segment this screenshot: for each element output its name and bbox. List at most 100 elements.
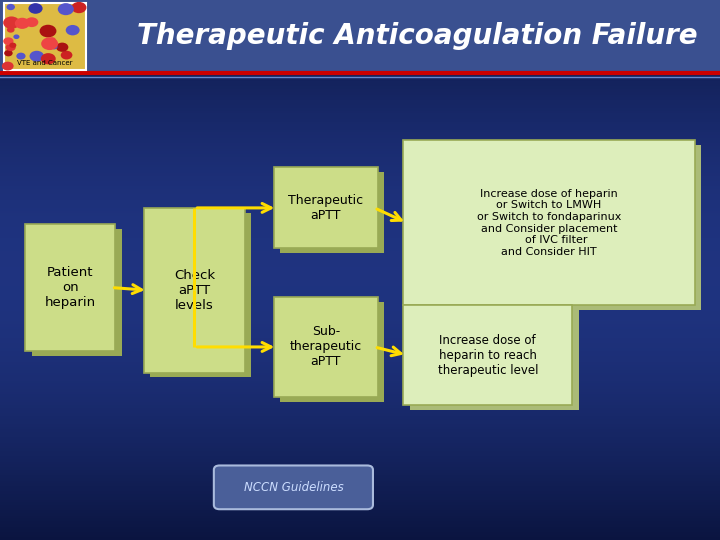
Bar [0,97,720,100]
Bar [0,364,720,367]
Bar [0,157,720,159]
Circle shape [56,43,68,52]
Bar [0,24,720,27]
Bar [0,140,720,143]
Circle shape [15,18,30,29]
Bar [0,43,720,46]
Bar [0,427,720,429]
Circle shape [6,4,15,10]
Bar [0,513,720,516]
Circle shape [6,43,16,51]
Bar [0,235,720,238]
Bar [0,0,720,3]
Bar [0,462,720,464]
Bar [0,429,720,432]
Bar [0,464,720,467]
Bar [0,86,720,89]
Circle shape [41,53,55,64]
Bar [0,132,720,135]
Circle shape [14,35,19,39]
Bar [0,265,720,267]
Bar [0,440,720,443]
Bar [0,335,720,338]
Bar [0,481,720,483]
Bar [0,454,720,456]
Bar [0,537,720,540]
Bar [0,230,720,232]
Bar [0,289,720,292]
Bar [0,200,720,202]
Bar [0,32,720,35]
Bar [0,489,720,491]
Bar [0,59,720,62]
Bar [0,346,720,348]
Circle shape [9,43,17,48]
Circle shape [60,51,73,59]
Bar [0,435,720,437]
Bar [0,227,720,229]
Bar [0,100,720,103]
Bar [0,521,720,524]
Bar [0,248,720,251]
Bar [0,424,720,427]
Bar [0,529,720,532]
Bar [0,146,720,148]
Bar [0,491,720,494]
Bar [0,208,720,211]
Bar [0,124,720,127]
Bar [0,213,720,216]
FancyBboxPatch shape [32,229,122,356]
Bar [0,159,720,162]
Bar [0,486,720,489]
Bar [0,238,720,240]
Bar [0,219,720,221]
Bar [0,370,720,373]
Bar [0,105,720,108]
Bar [0,402,720,405]
Bar [0,432,720,435]
Bar [0,119,720,122]
Circle shape [3,37,14,45]
Bar [0,405,720,408]
Bar [0,451,720,454]
Bar [0,162,720,165]
Circle shape [2,62,14,71]
Bar [0,62,720,65]
Bar [0,38,720,40]
Bar [0,518,720,521]
Circle shape [25,17,38,27]
Bar [0,505,720,508]
Bar [0,57,720,59]
Bar [0,46,720,49]
FancyBboxPatch shape [280,172,384,253]
Bar [0,413,720,416]
Bar [0,202,720,205]
Bar [0,78,720,81]
Circle shape [66,25,80,36]
Bar [0,319,720,321]
Bar [0,16,720,19]
Bar [0,103,720,105]
Bar [0,89,720,92]
Circle shape [41,37,58,50]
Bar [0,483,720,486]
Bar [0,389,720,392]
Bar [0,373,720,375]
FancyBboxPatch shape [410,310,579,410]
Bar [0,211,720,213]
Circle shape [40,25,56,37]
Text: Increase dose of
heparin to reach
therapeutic level: Increase dose of heparin to reach therap… [438,334,538,376]
Bar [0,270,720,273]
Bar [0,354,720,356]
Bar [0,308,720,310]
Bar [0,316,720,319]
Circle shape [17,52,26,59]
Bar [0,84,720,86]
Bar [0,216,720,219]
Bar [0,76,720,78]
Bar [0,416,720,418]
Bar [0,494,720,497]
Bar [0,418,720,421]
Bar [0,300,720,302]
Bar [0,19,720,22]
